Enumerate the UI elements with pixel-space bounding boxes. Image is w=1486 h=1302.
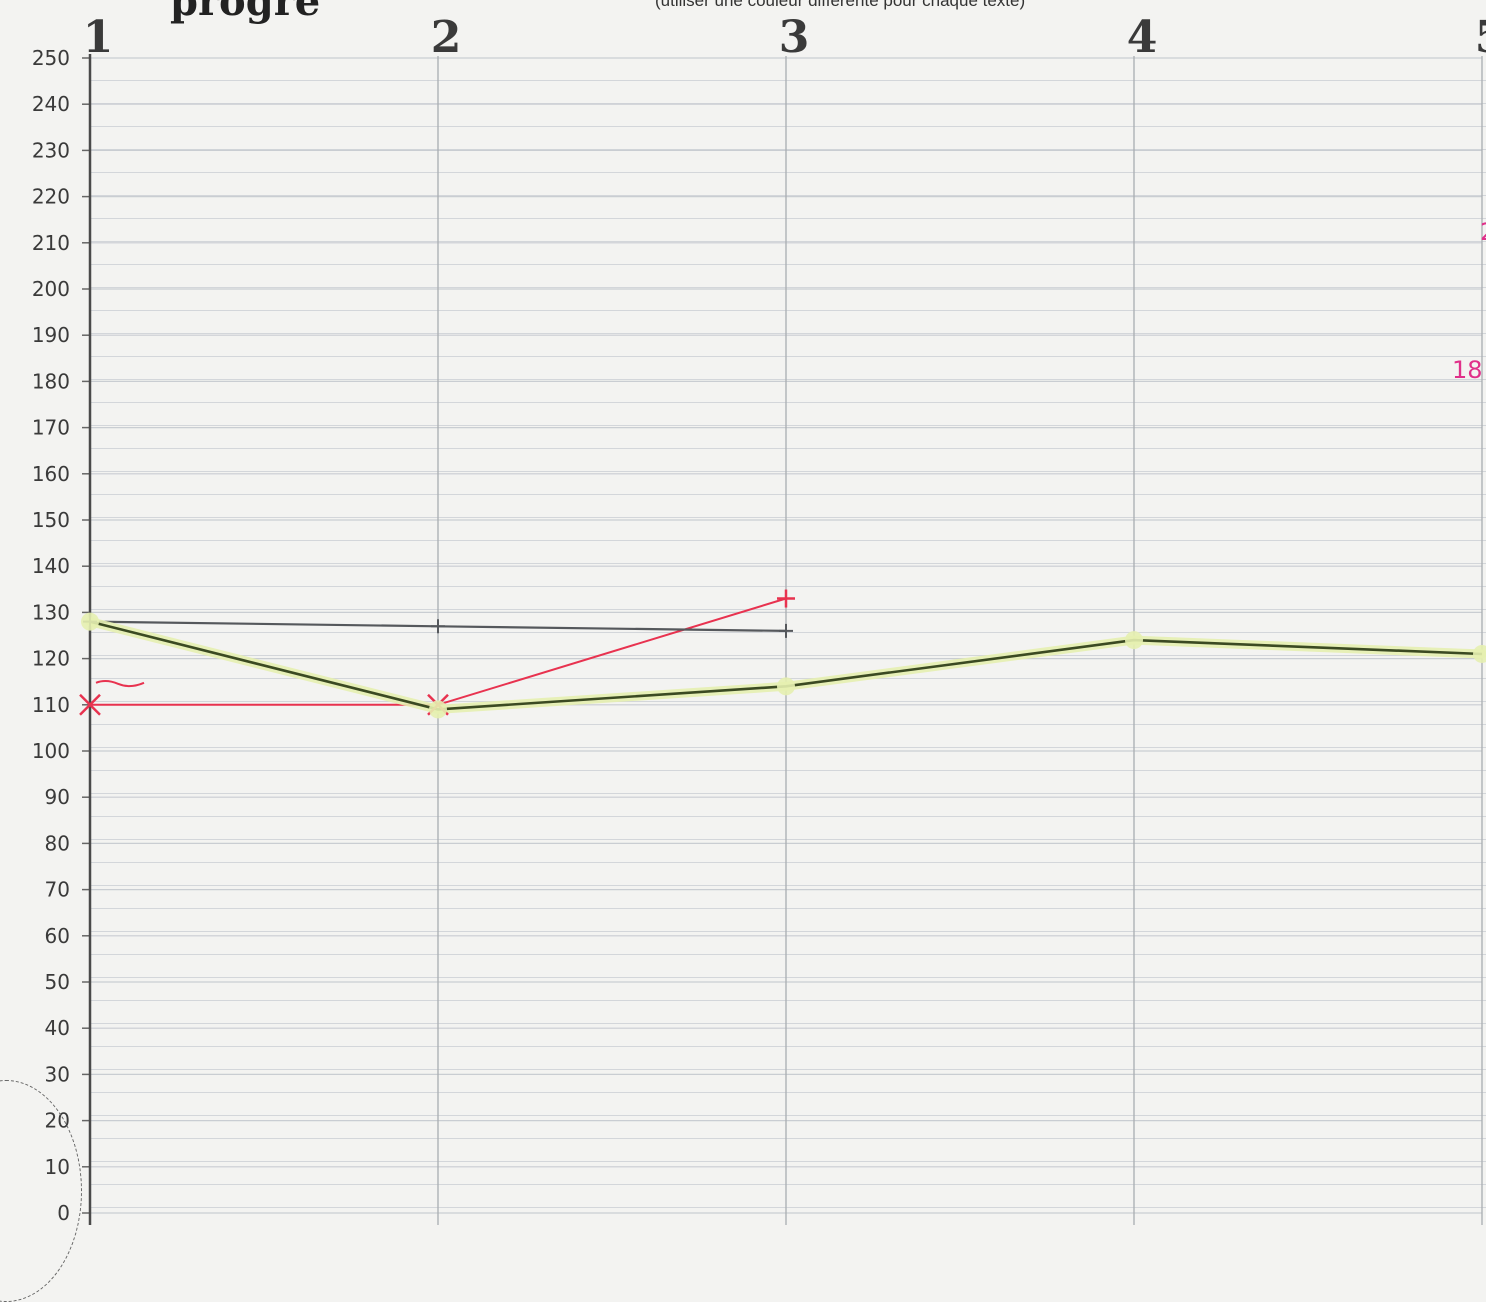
y-tick-label: 190: [32, 323, 70, 347]
y-tick-label: 210: [32, 231, 70, 255]
y-tick-label: 150: [32, 508, 70, 532]
axes: 0102030405060708090100110120130140150160…: [32, 12, 1486, 1225]
margin-mark: 18: [1452, 356, 1483, 384]
y-tick-label: 240: [32, 92, 70, 116]
y-tick-label: 70: [45, 878, 70, 902]
y-tick-label: 50: [45, 970, 70, 994]
y-tick-label: 100: [32, 739, 70, 763]
y-tick-label: 110: [32, 693, 70, 717]
y-tick-label: 60: [45, 924, 70, 948]
y-tick-label: 80: [45, 831, 70, 855]
x-tick-label: 2: [431, 12, 462, 63]
data-point-green: [777, 677, 795, 696]
margin-mark: 2: [1480, 218, 1486, 246]
data-point-red: [79, 693, 101, 716]
data-point-green: [81, 612, 99, 631]
instruction-text: (utiliser une couleur différente pour ch…: [655, 0, 1026, 10]
y-tick-label: 180: [32, 369, 70, 393]
x-tick-label: 4: [1127, 12, 1158, 63]
margin-marks: 2 18: [1452, 218, 1486, 384]
y-tick-label: 130: [32, 600, 70, 624]
data-point-green: [429, 700, 447, 719]
markers: [79, 589, 1486, 719]
x-tick-label: 3: [779, 12, 810, 63]
y-tick-label: 170: [32, 416, 70, 440]
y-tick-label: 250: [32, 46, 70, 70]
paper-ruling: [90, 58, 1486, 1218]
y-tick-label: 90: [45, 785, 70, 809]
y-tick-label: 200: [32, 277, 70, 301]
y-tick-label: 120: [32, 647, 70, 671]
y-tick-label: 30: [45, 1062, 70, 1086]
red-pen-mark: [95, 680, 145, 688]
chart: 0102030405060708090100110120130140150160…: [32, 12, 1486, 1225]
x-tick-label: 1: [83, 12, 114, 63]
data-point-green: [1125, 631, 1143, 650]
y-tick-label: 40: [45, 1016, 70, 1040]
page-title-fragment: progre: [170, 0, 321, 25]
y-tick-label: 140: [32, 554, 70, 578]
y-tick-label: 220: [32, 185, 70, 209]
y-tick-label: 230: [32, 138, 70, 162]
y-tick-label: 160: [32, 462, 70, 486]
data-point-green: [1473, 644, 1486, 663]
x-tick-label: 5: [1475, 12, 1486, 63]
